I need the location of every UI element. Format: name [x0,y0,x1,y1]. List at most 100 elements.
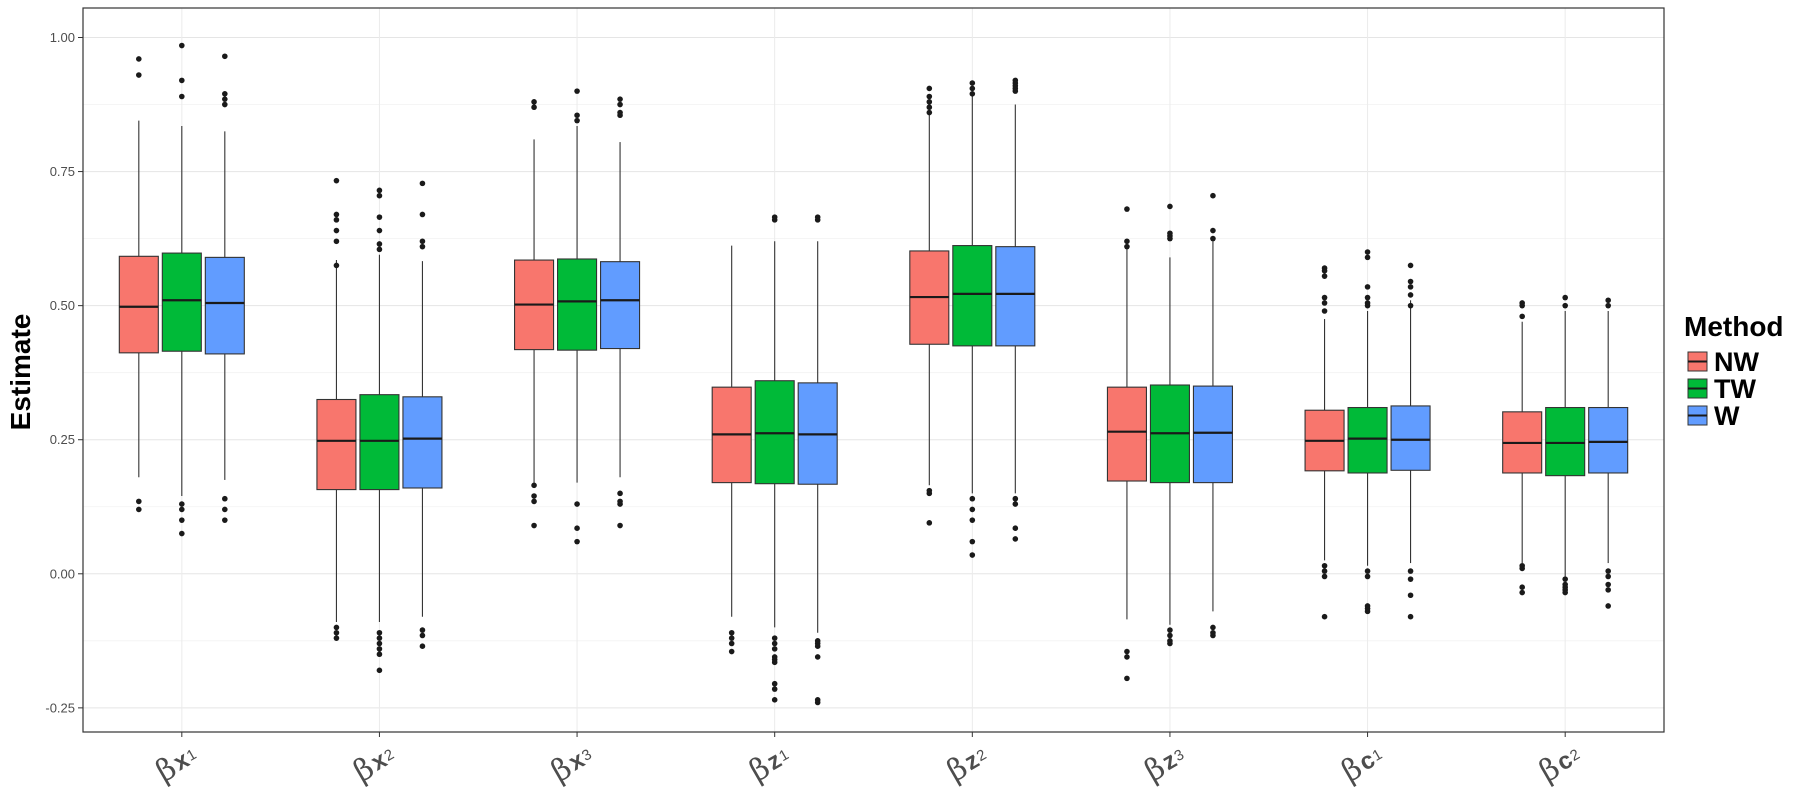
outlier-point [1605,581,1611,588]
outlier-point [1321,267,1328,274]
outlier-point [531,99,537,105]
outlier-point [574,112,580,119]
outlier-point [1407,568,1414,574]
outlier-point [1124,206,1130,212]
outlier-point [376,241,383,247]
outlier-point [1407,302,1414,309]
x-tick-label: βx1 [150,738,204,790]
outlier-point [333,262,340,269]
outlier-point [1562,576,1568,582]
outlier-point [926,93,933,100]
outlier-point [1321,308,1328,314]
outlier-point [531,498,537,505]
legend-label: TW [1714,374,1756,404]
outlier-point [1605,573,1611,580]
box-body [204,256,245,355]
box-body [161,252,202,352]
outlier-point [1519,302,1525,309]
box-w-8 [1588,297,1629,609]
x-tick-text: βc2 [1533,738,1587,789]
outlier-point [771,640,778,647]
outlier-point [728,629,735,636]
box-body [1588,406,1629,474]
outlier-point [1519,584,1525,590]
outlier-point [179,506,185,513]
box-layer [118,42,1629,706]
y-axis-label: Estimate [5,314,36,431]
outlier-point [531,522,537,529]
outlier-point [1210,235,1216,242]
x-tick-label: βz2 [941,746,989,789]
box-body [118,255,159,354]
outlier-point [1605,587,1611,593]
x-tick-label: βc2 [1533,738,1587,790]
outlier-point [926,99,933,105]
outlier-point [926,104,933,111]
x-tick-text: βz1 [744,738,797,789]
x-tick-label: βx3 [545,746,594,790]
box-nw-7 [1304,265,1345,620]
outlier-point [1407,592,1414,599]
legend-label: W [1714,401,1740,431]
outlier-point [1364,284,1371,290]
box-w-5 [995,77,1036,542]
box-body [600,261,641,350]
outlier-point [222,517,228,523]
outlier-point [1407,284,1414,290]
box-body [359,394,400,491]
grid-lines [83,8,1664,732]
outlier-point [419,632,426,639]
outlier-point [222,91,228,97]
outlier-point [419,238,426,245]
y-axis: -0.25 0.00 0.25 0.50 0.75 1.00 [45,30,83,715]
outlier-point [1124,238,1130,245]
outlier-point [1167,632,1173,639]
box-nw-8 [1502,300,1543,596]
box-tw-1 [161,42,202,537]
outlier-point [926,490,933,497]
outlier-point [771,686,778,692]
legend-label: NW [1714,347,1759,377]
outlier-point [179,530,185,537]
box-tw-8 [1545,294,1586,596]
outlier-point [1321,273,1328,279]
outlier-point [814,643,821,649]
outlier-point [333,227,340,234]
box-nw-6 [1106,206,1147,682]
box-nw-2 [316,177,357,641]
y-tick-label: 0.75 [50,164,75,179]
outlier-point [222,495,228,502]
outlier-point [814,217,821,223]
outlier-point [617,490,623,497]
outlier-point [1321,300,1328,306]
box-tw-6 [1149,203,1190,647]
outlier-point [771,646,778,652]
outlier-point [1321,568,1328,574]
box-w-2 [402,180,443,649]
outlier-point [333,238,340,245]
outlier-point [1210,632,1216,639]
outlier-point [376,214,383,220]
y-tick-label: 1.00 [50,30,75,45]
outlier-point [1562,302,1568,309]
outlier-point [136,56,142,62]
outlier-point [1407,278,1414,285]
outlier-point [771,217,778,223]
outlier-point [531,493,537,499]
outlier-point [771,659,778,666]
outlier-point [771,697,778,703]
outlier-point [1210,624,1216,631]
x-tick-text: βx1 [150,738,204,789]
box-w-6 [1192,192,1233,639]
outlier-point [1012,525,1019,532]
box-w-1 [204,53,245,523]
outlier-point [771,635,778,641]
outlier-point [1124,675,1130,682]
outlier-point [531,482,537,489]
outlier-point [969,538,976,545]
outlier-point [531,104,537,111]
outlier-point [1210,192,1216,199]
outlier-point [1519,565,1525,572]
outlier-point [333,177,340,184]
